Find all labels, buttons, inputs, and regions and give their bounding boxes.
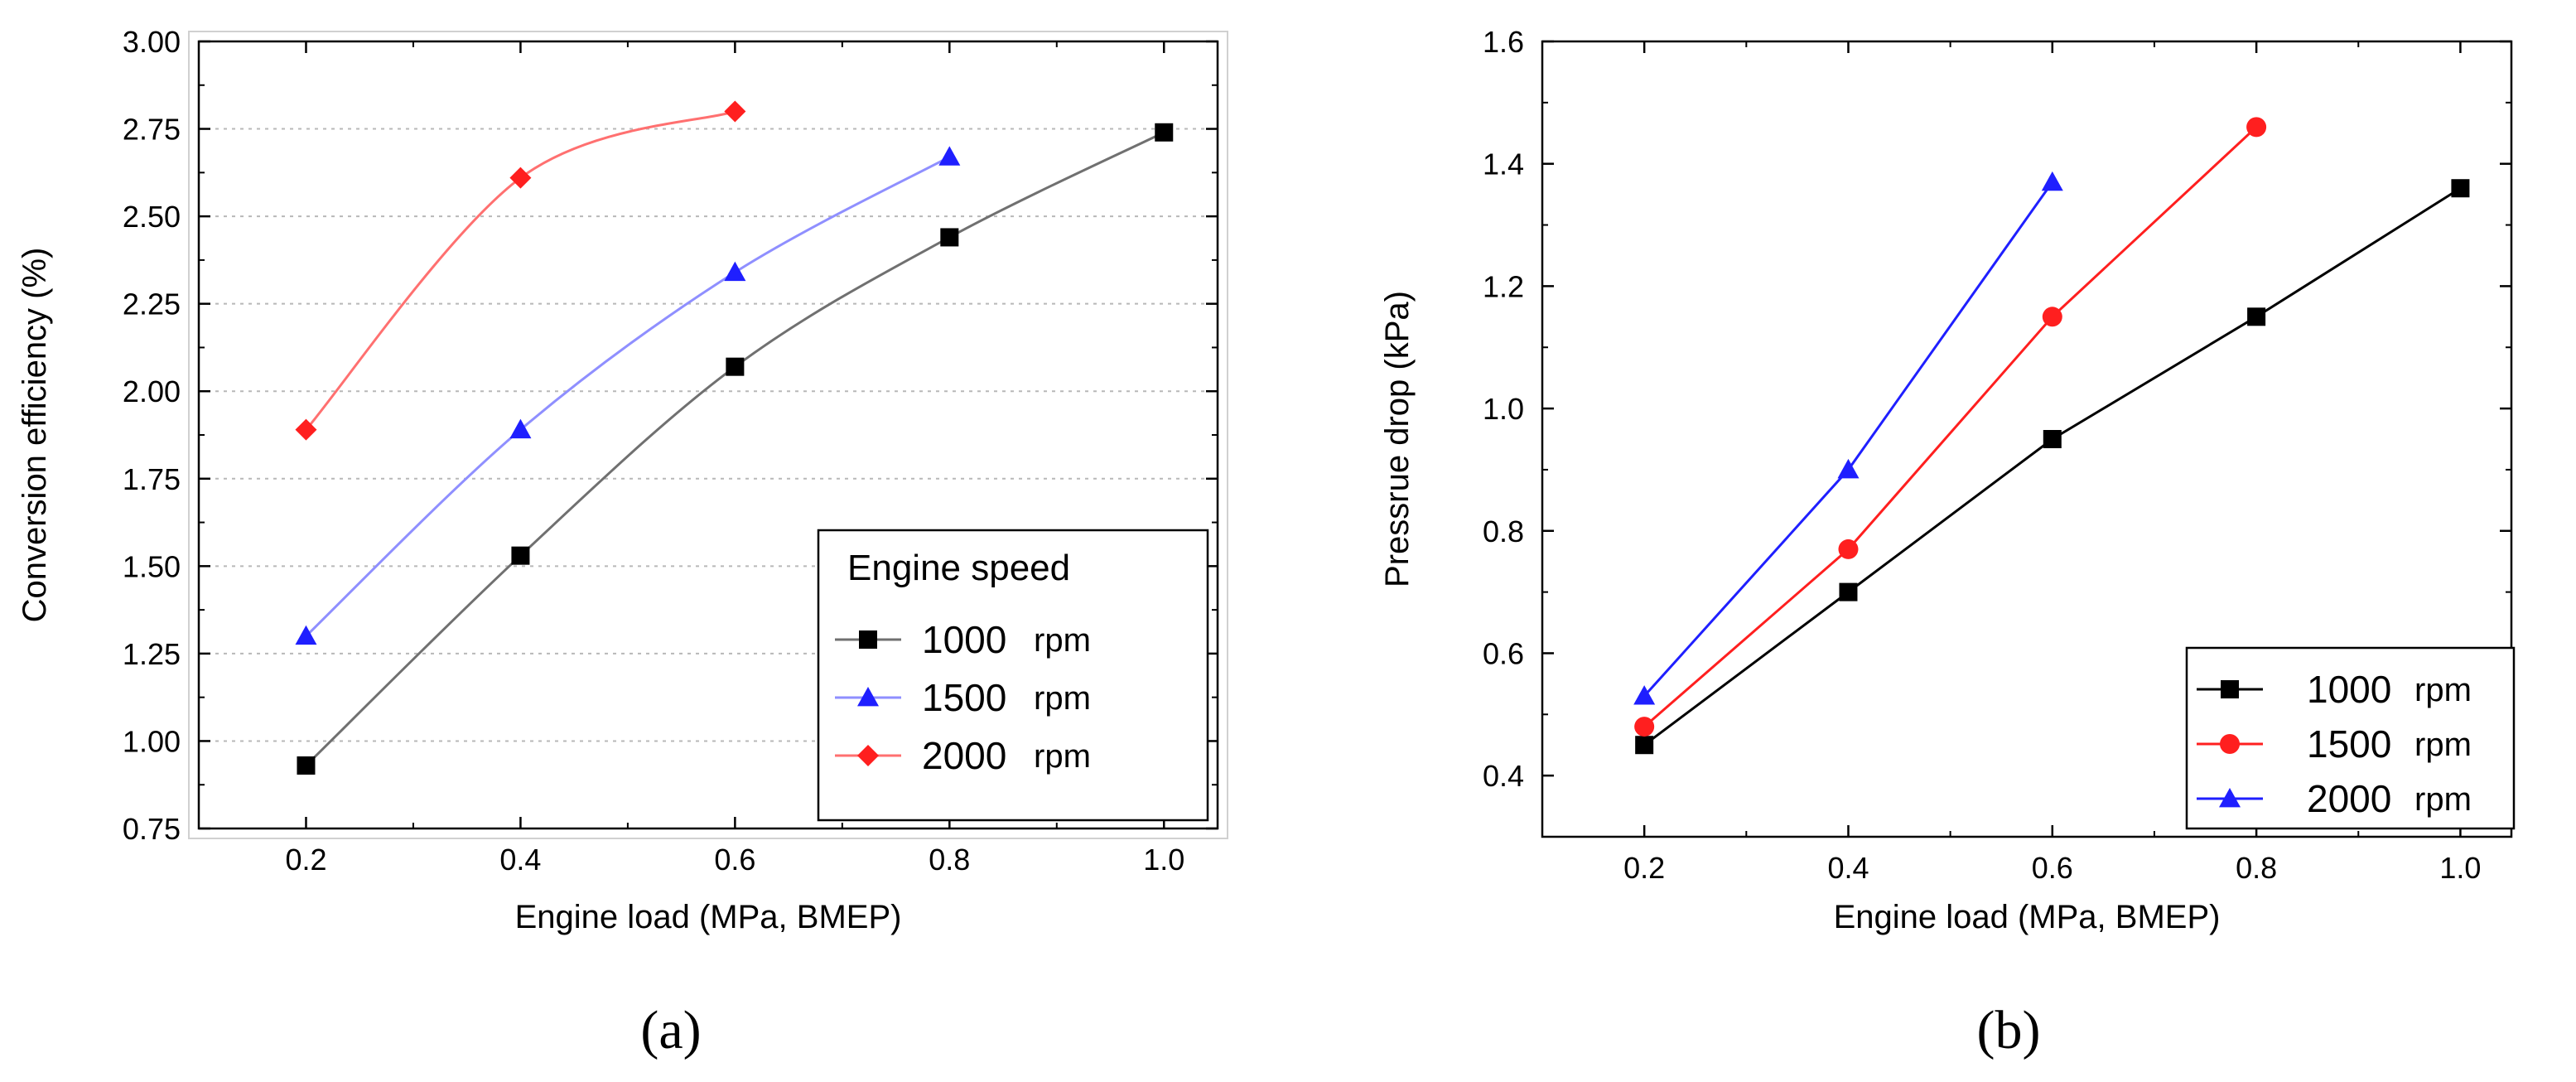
panel-label: (a) (640, 1000, 701, 1060)
legend-unit: rpm (1034, 680, 1091, 717)
legend-box (817, 529, 1209, 822)
legend-label: 1500 (922, 676, 1006, 719)
data-point-2000 (295, 418, 317, 441)
x-tick-label: 0.2 (285, 843, 326, 877)
y-axis-label: Pressrue drop (kPa) (1379, 291, 1416, 587)
x-tick-label: 0.6 (2032, 851, 2073, 885)
chart-panel-a: 0.2 0.4 0.6 0.8 1.0 0.75 1.00 1.25 1.50 1.75 2.00 2… (17, 25, 1228, 1060)
x-tick-label: 0.8 (929, 843, 970, 877)
y-tick-label: 3.00 (123, 25, 181, 59)
series-line-2000 (1643, 181, 2054, 698)
data-point-2000 (1633, 685, 1656, 705)
y-tick-label: 2.75 (123, 113, 181, 147)
legend-unit: rpm (2414, 781, 2472, 818)
y-tick-label: 1.00 (123, 724, 181, 758)
data-point-1000 (726, 357, 745, 376)
y-tick-label: 0.75 (123, 812, 181, 846)
series-line-1500 (1643, 126, 2258, 728)
data-point-1500 (1634, 717, 1655, 737)
legend-label: 1000 (2307, 668, 2391, 711)
data-point-1000 (1635, 736, 1654, 755)
legend-marker (857, 687, 879, 707)
y-tick-label: 1.50 (123, 549, 181, 583)
data-point-1000 (2247, 307, 2266, 326)
legend-label: 2000 (2307, 777, 2391, 820)
legend-label: 2000 (922, 734, 1006, 777)
data-point-1000 (1839, 582, 1858, 601)
data-point-1000 (297, 756, 316, 775)
series-line-2000 (305, 110, 736, 431)
x-tick-label: 0.6 (714, 843, 755, 877)
data-point-1000 (2451, 179, 2470, 198)
x-tick-label: 0.2 (1623, 851, 1665, 885)
data-point-1000 (1155, 123, 1174, 142)
y-axis-label: Conversion efficiency (%) (17, 248, 53, 623)
legend-unit: rpm (2414, 672, 2472, 708)
series-line-1500 (305, 156, 951, 637)
x-axis-label: Engine load (MPa, BMEP) (1834, 899, 2221, 935)
legend-label: 1500 (2307, 722, 2391, 766)
legend-label: 1000 (922, 618, 1006, 661)
legend-marker (857, 745, 879, 766)
legend-marker (2221, 680, 2239, 698)
y-tick-label: 0.6 (1483, 636, 1524, 670)
data-point-1000 (940, 228, 959, 247)
data-point-2000 (2041, 171, 2063, 191)
y-tick-label: 1.2 (1483, 269, 1524, 303)
outer-frame (188, 31, 1228, 839)
y-tick-label: 1.75 (123, 462, 181, 496)
data-point-2000 (1837, 458, 1860, 479)
x-axis-label: Engine load (MPa, BMEP) (515, 899, 902, 935)
plot-frame (1541, 40, 2513, 838)
y-tick-label: 2.25 (123, 287, 181, 321)
y-tick-label: 1.6 (1483, 25, 1524, 59)
chart-panel-b: 0.2 0.4 0.6 0.8 1.0 0.4 0.6 0.8 1.0 1.2 1.4 1.6 Engi… (1379, 25, 2516, 1060)
legend-marker (2219, 788, 2241, 808)
data-point-1000 (2043, 430, 2062, 448)
y-tick-label: 1.25 (123, 637, 181, 671)
x-tick-label: 1.0 (2439, 851, 2481, 885)
data-point-1500 (1838, 539, 1859, 559)
y-tick-label: 2.50 (123, 200, 181, 234)
data-point-1500 (2042, 307, 2062, 327)
legend-unit: rpm (2414, 727, 2472, 763)
series-line-1000 (305, 131, 1165, 767)
legend-title: Engine speed (847, 548, 1070, 588)
data-point-1500 (724, 261, 746, 282)
x-tick-label: 0.4 (1827, 851, 1869, 885)
legend-unit: rpm (1034, 622, 1091, 659)
y-tick-label: 2.00 (123, 374, 181, 408)
legend-marker (859, 630, 877, 649)
y-tick-label: 0.4 (1483, 759, 1524, 793)
data-point-1500 (2246, 117, 2267, 138)
data-point-1500 (295, 625, 317, 645)
panel-label: (b) (1977, 1000, 2041, 1060)
data-point-2000 (509, 167, 532, 189)
x-tick-label: 1.0 (1143, 843, 1184, 877)
y-tick-label: 1.0 (1483, 392, 1524, 426)
x-tick-label: 0.8 (2236, 851, 2277, 885)
data-point-1000 (511, 546, 530, 565)
legend-unit: rpm (1034, 738, 1091, 775)
data-point-2000 (724, 100, 746, 123)
x-tick-label: 0.4 (499, 843, 541, 877)
y-tick-label: 0.8 (1483, 514, 1524, 548)
data-point-1500 (938, 146, 961, 166)
y-tick-label: 1.4 (1483, 147, 1524, 181)
data-point-1500 (509, 418, 532, 439)
legend-marker (2220, 734, 2240, 754)
